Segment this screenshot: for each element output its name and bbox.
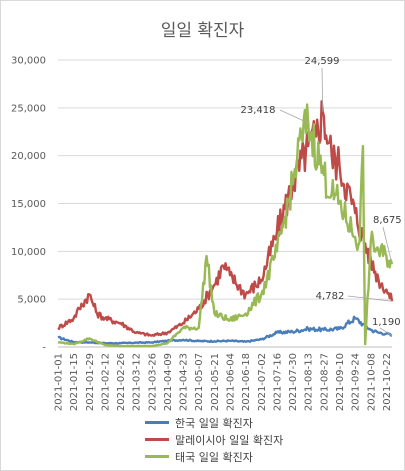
series-line [57, 100, 394, 337]
x-tick-labels: 2021-01-01 2021-01-15 2021-01-29 2021-02-12… [54, 353, 393, 411]
y-tick-label: 25,000 [11, 103, 46, 114]
x-tick-label: 2021-04-23 [179, 353, 190, 411]
y-tick-label: 15,000 [11, 199, 46, 210]
x-tick-label: 2021-07-30 [288, 353, 299, 411]
x-tick-label: 2021-10-22 [382, 353, 393, 411]
x-tick-label: 2021-03-12 [132, 353, 143, 411]
y-tick-labels: - 5,000 10,000 15,000 20,000 25,000 30,000 [11, 56, 46, 354]
x-tick-label: 2021-05-21 [210, 353, 221, 411]
series-line [57, 103, 394, 348]
legend-label-thailand: 태국 일일 확진자 [175, 450, 253, 464]
legend-item-korea: 한국 일일 확진자 [145, 414, 283, 431]
x-tick-label: 2021-08-13 [304, 353, 315, 411]
x-tick-label: 2021-03-26 [147, 353, 158, 411]
x-tick-label: 2021-07-02 [257, 353, 268, 411]
x-tick-label: 2021-08-27 [319, 353, 330, 411]
x-tick-label: 2021-07-16 [272, 353, 283, 411]
annotation-leader [279, 109, 309, 124]
annotation-label: 4,782 [316, 291, 345, 302]
annotation-leader [347, 295, 393, 302]
legend: 한국 일일 확진자 말레이시아 일일 확진자 태국 일일 확진자 [145, 414, 283, 465]
annotation-leader [382, 226, 393, 265]
legend-swatch-korea [145, 421, 169, 424]
annotation-label: 1,190 [372, 317, 401, 328]
annotation-leader [321, 67, 324, 112]
legend-item-thailand: 태국 일일 확진자 [145, 448, 283, 465]
x-tick-label: 2021-09-10 [335, 353, 346, 411]
legend-swatch-malaysia [145, 438, 169, 441]
y-tick-label: 5,000 [17, 295, 46, 306]
annotation-leader [379, 327, 393, 336]
annotation-label: 8,675 [373, 215, 402, 226]
y-tick-label: 10,000 [11, 247, 46, 258]
chart-title: 일일 확진자 [160, 21, 245, 41]
gridlines [58, 59, 392, 348]
x-tick-label: 2021-06-04 [226, 353, 237, 411]
legend-item-malaysia: 말레이시아 일일 확진자 [145, 431, 283, 448]
x-tick-label: 2021-10-08 [366, 353, 377, 411]
x-tick-label: 2021-01-15 [69, 353, 80, 411]
y-tick-label: 20,000 [11, 151, 46, 162]
y-tick-label: 30,000 [11, 56, 46, 67]
annotations: 24,599 23,418 8,675 4,782 1,190 [241, 56, 402, 336]
legend-label-korea: 한국 일일 확진자 [175, 416, 253, 430]
x-tick-label: 2021-02-26 [116, 353, 127, 411]
x-tick-label: 2021-06-18 [241, 353, 252, 411]
legend-swatch-thailand [145, 455, 169, 458]
x-tick-label: 2021-01-29 [85, 353, 96, 411]
legend-label-malaysia: 말레이시아 일일 확진자 [175, 433, 284, 447]
x-tick-label: 2021-01-01 [54, 353, 65, 411]
x-tick-label: 2021-09-24 [351, 353, 362, 411]
x-tick-label: 2021-04-09 [163, 353, 174, 411]
series-lines [57, 100, 394, 348]
series-line [57, 315, 393, 345]
x-tick-label: 2021-05-07 [194, 353, 205, 411]
x-tick-label: 2021-02-12 [100, 353, 111, 411]
annotation-label: 23,418 [241, 105, 276, 116]
y-tick-label: - [42, 343, 46, 354]
annotation-label: 24,599 [305, 56, 340, 67]
